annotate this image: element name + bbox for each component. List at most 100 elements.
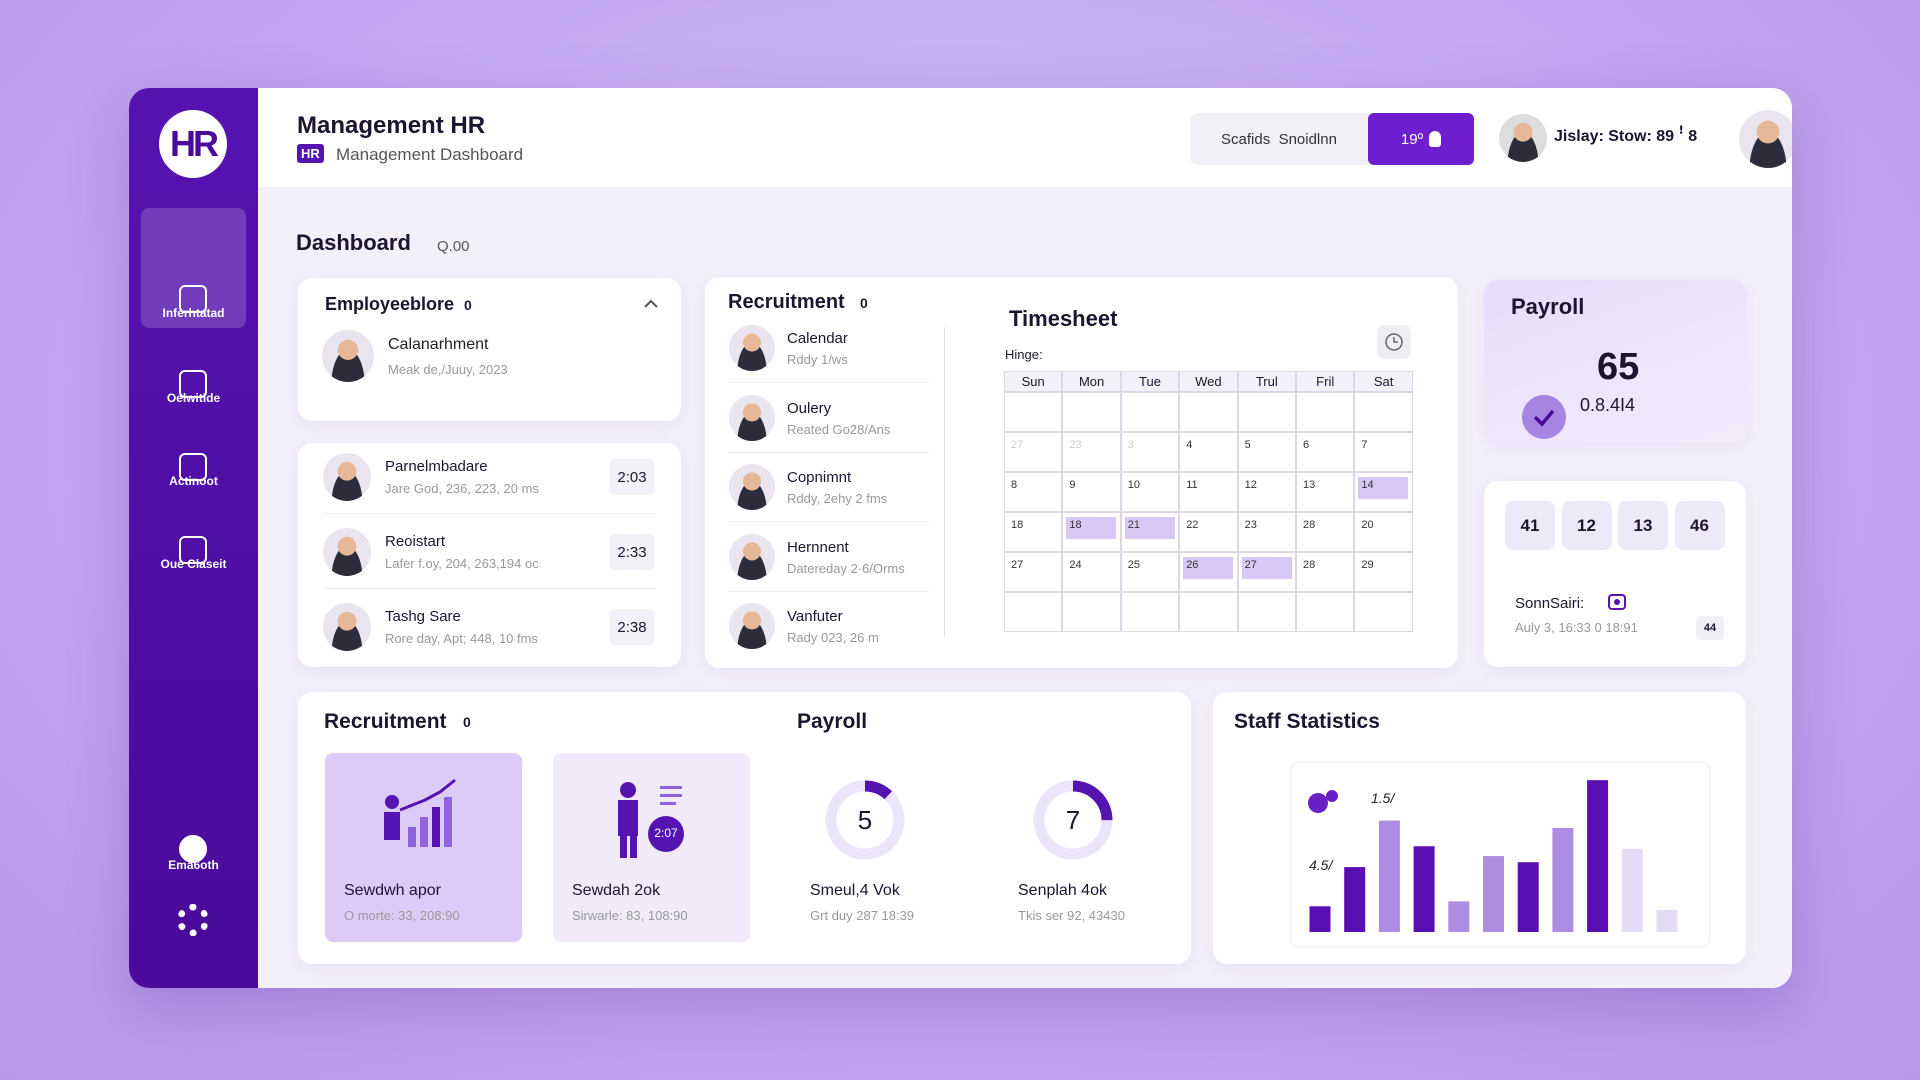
stat-tile[interactable]: 46	[1674, 501, 1725, 550]
calendar-cell: 12	[1237, 472, 1296, 512]
calendar-cell: 28	[1296, 552, 1355, 592]
action-button[interactable]: 19º	[1368, 113, 1474, 165]
nav-icon	[179, 285, 207, 313]
donut	[825, 780, 905, 860]
bar	[1621, 848, 1643, 932]
time-badge: 2:03	[609, 459, 655, 495]
calendar-cell	[1062, 592, 1121, 632]
header: Management HR HR Management Dashboard Sc…	[258, 88, 1792, 187]
bar	[1656, 909, 1678, 932]
calendar-cell	[1120, 392, 1180, 432]
bar	[1378, 820, 1400, 932]
bar	[1483, 856, 1504, 932]
schedule-badge: 44	[1696, 616, 1724, 640]
day-header: Sun	[1004, 371, 1063, 392]
panel-title: Staff Statistics	[1234, 710, 1380, 733]
day-header: Tue	[1120, 371, 1180, 392]
chart-label: 4.5/	[1309, 857, 1334, 873]
candidate-detail: Rddy, 2ehy 2 fms	[787, 491, 888, 506]
calendar-cell: 21	[1120, 512, 1180, 552]
calendar-cell: 27	[1237, 552, 1296, 592]
employee-detail: Jare God, 236, 223, 20 ms	[385, 481, 539, 496]
nav-item[interactable]: Oue Claseit	[160, 557, 227, 571]
candidate-name: Calendar	[787, 330, 848, 347]
bar	[1587, 780, 1609, 932]
nav-item[interactable]: Oelwitide	[166, 391, 221, 405]
calendar-cell: 23	[1062, 432, 1121, 472]
recruitment-card	[553, 753, 750, 942]
calendar-cell: 9	[1062, 472, 1121, 512]
candidate-detail: Rady 023, 26 m	[787, 630, 879, 645]
donut-detail: Grt duy 287 18:39	[810, 908, 915, 923]
clock-button[interactable]	[1377, 325, 1411, 359]
calendar-cell: 25	[1120, 552, 1180, 592]
calendar-cell: 23	[1237, 512, 1296, 552]
stat-tile[interactable]: 13	[1618, 501, 1668, 550]
nav-item[interactable]: Inferhtatad	[162, 306, 225, 320]
user-avatar[interactable]	[1499, 114, 1547, 162]
panel-title: Recruitment	[728, 291, 845, 313]
stat-tile[interactable]: 12	[1561, 501, 1612, 550]
calendar-cell	[1354, 392, 1413, 432]
calendar-cell: 26	[1179, 552, 1238, 592]
card-detail: O morte: 33, 208:90	[344, 908, 460, 923]
card-illustration	[384, 778, 456, 847]
calendar-cell: 22	[1179, 512, 1238, 552]
avatar	[729, 603, 775, 649]
calendar-cell: 13	[1296, 472, 1355, 512]
recruitment-card	[325, 753, 522, 942]
calendar-cell: 3	[1120, 432, 1180, 472]
avatar	[323, 453, 371, 501]
nav-icon	[179, 536, 207, 564]
payroll-sub: 0.8.4I4	[1580, 395, 1636, 415]
calendar-cell	[1062, 392, 1121, 432]
nav-item[interactable]: Actinoot	[169, 474, 218, 488]
logo: HR	[159, 110, 227, 178]
calendar-cell: 29	[1354, 552, 1413, 592]
employee-detail: Meak de,/Juuy, 2023	[388, 362, 508, 377]
avatar	[323, 603, 371, 651]
camera-icon	[1608, 594, 1626, 610]
donut-title: Senplah 4ok	[1018, 882, 1107, 899]
search-box[interactable]: Scafids Snoidlnn	[1190, 113, 1368, 165]
card-detail: Sirwarle: 83, 108:90	[572, 908, 688, 923]
calendar-cell	[1296, 392, 1355, 432]
day-header: Trul	[1237, 371, 1296, 392]
profile-avatar[interactable]	[1739, 110, 1792, 168]
app-window: HR Inferhtatad Oelwitide Actinoot Oue Clase…	[129, 88, 1792, 988]
collapse-icon[interactable]	[643, 298, 659, 310]
calendar-cell: 5	[1237, 432, 1296, 472]
nav-item[interactable]: Ema6oth	[168, 858, 219, 872]
employee-name: Calanarhment	[388, 336, 489, 353]
settings-icon[interactable]	[177, 904, 209, 936]
employee-list: Parnelmbadare Jare God, 236, 223, 20 ms 2:…	[298, 443, 681, 667]
stat-tile[interactable]: 41	[1505, 501, 1555, 550]
panel-title: Payroll	[797, 710, 868, 733]
nav-icon	[179, 835, 207, 863]
chart-label: 1.5/	[1371, 790, 1396, 806]
calendar-cell	[1354, 592, 1413, 632]
row-divider	[323, 588, 656, 589]
row-divider	[729, 451, 929, 453]
bottom-panel: Recruitment 0 Payroll Sewdwh apor O morte…	[298, 692, 1191, 964]
card-illustration	[618, 782, 684, 858]
calendar-cell	[1004, 592, 1063, 632]
page-title: Dashboard	[296, 230, 411, 255]
calendar-cell	[1179, 592, 1238, 632]
calendar-cell: 27	[1004, 432, 1063, 472]
employee-panel: Employeeblore 0 Calanarhment Meak de,/Ju…	[298, 278, 681, 421]
nav-active	[141, 208, 246, 328]
user-icon	[1429, 131, 1442, 147]
payroll-card: Payroll 65 0.8.4I4	[1484, 280, 1746, 443]
employee-name: Reoistart	[385, 533, 446, 550]
user-info: Jislay: Stow: 89 ꜝ 8	[1554, 128, 1698, 145]
day-header: Fril	[1296, 371, 1355, 392]
calendar-cell: 7	[1354, 432, 1413, 472]
calendar-cell	[1237, 392, 1296, 432]
bar	[1309, 906, 1331, 932]
calendar-cell: 8	[1004, 472, 1063, 512]
nav-icon	[179, 370, 207, 398]
calendar-cell: 20	[1354, 512, 1413, 552]
avatar	[729, 464, 775, 510]
